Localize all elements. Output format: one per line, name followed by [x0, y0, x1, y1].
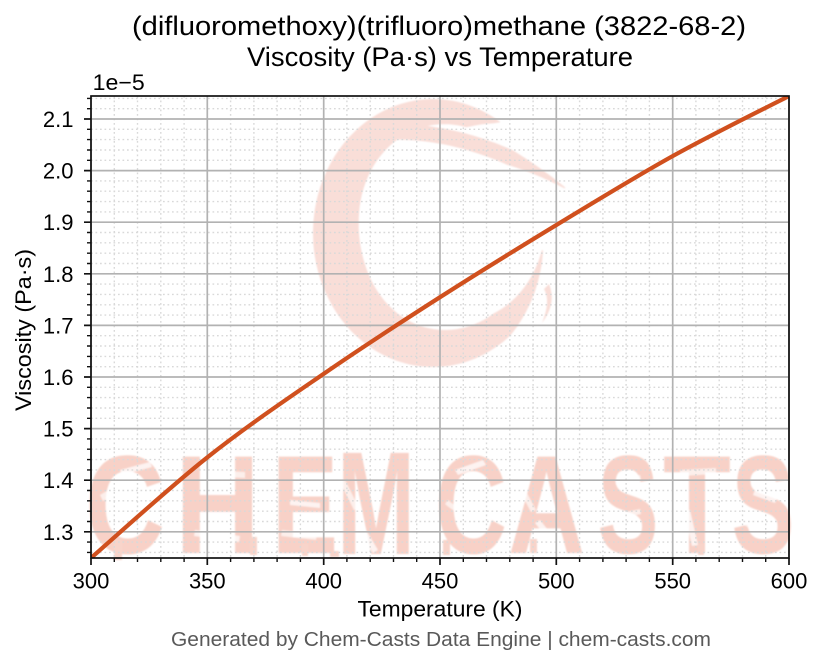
svg-text:A: A	[508, 426, 585, 583]
svg-text:2.1: 2.1	[43, 107, 74, 132]
svg-text:1.5: 1.5	[43, 417, 74, 442]
svg-text:M: M	[337, 422, 415, 586]
svg-text:2.0: 2.0	[43, 159, 74, 184]
svg-text:Viscosity (Pa·s) vs Temperatur: Viscosity (Pa·s) vs Temperature	[247, 42, 633, 72]
svg-text:Viscosity (Pa·s): Viscosity (Pa·s)	[11, 249, 36, 411]
svg-text:300: 300	[73, 569, 110, 594]
svg-text:1.8: 1.8	[43, 262, 74, 287]
svg-text:1.4: 1.4	[43, 468, 74, 493]
svg-text:350: 350	[189, 569, 226, 594]
svg-text:1.7: 1.7	[43, 313, 74, 338]
svg-text:1.6: 1.6	[43, 365, 74, 390]
svg-text:H: H	[175, 426, 260, 583]
svg-text:Generated by Chem-Casts Data E: Generated by Chem-Casts Data Engine | ch…	[171, 629, 711, 651]
svg-text:550: 550	[654, 569, 691, 594]
svg-text:500: 500	[538, 569, 575, 594]
svg-text:1.3: 1.3	[43, 520, 74, 545]
svg-text:1.9: 1.9	[43, 210, 74, 235]
svg-text:S: S	[598, 426, 659, 583]
svg-text:Temperature (K): Temperature (K)	[358, 597, 523, 622]
svg-text:600: 600	[771, 569, 808, 594]
svg-text:450: 450	[422, 569, 459, 594]
svg-text:400: 400	[305, 569, 342, 594]
svg-text:(difluoromethoxy)(trifluoro)me: (difluoromethoxy)(trifluoro)methane (382…	[132, 11, 746, 41]
svg-text:1e−5: 1e−5	[93, 70, 145, 95]
